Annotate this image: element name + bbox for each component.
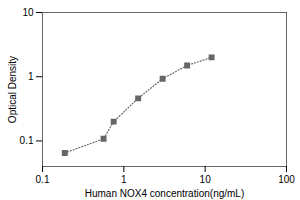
svg-text:0.1: 0.1 — [36, 174, 50, 185]
svg-text:10: 10 — [22, 7, 34, 18]
svg-text:1: 1 — [28, 71, 34, 82]
svg-text:10: 10 — [200, 174, 212, 185]
svg-text:100: 100 — [278, 174, 295, 185]
svg-text:0.1: 0.1 — [20, 135, 34, 146]
svg-text:Human NOX4 concentration(ng/mL: Human NOX4 concentration(ng/mL) — [85, 188, 245, 199]
svg-text:Optical Density: Optical Density — [7, 56, 18, 123]
svg-text:1: 1 — [121, 174, 127, 185]
